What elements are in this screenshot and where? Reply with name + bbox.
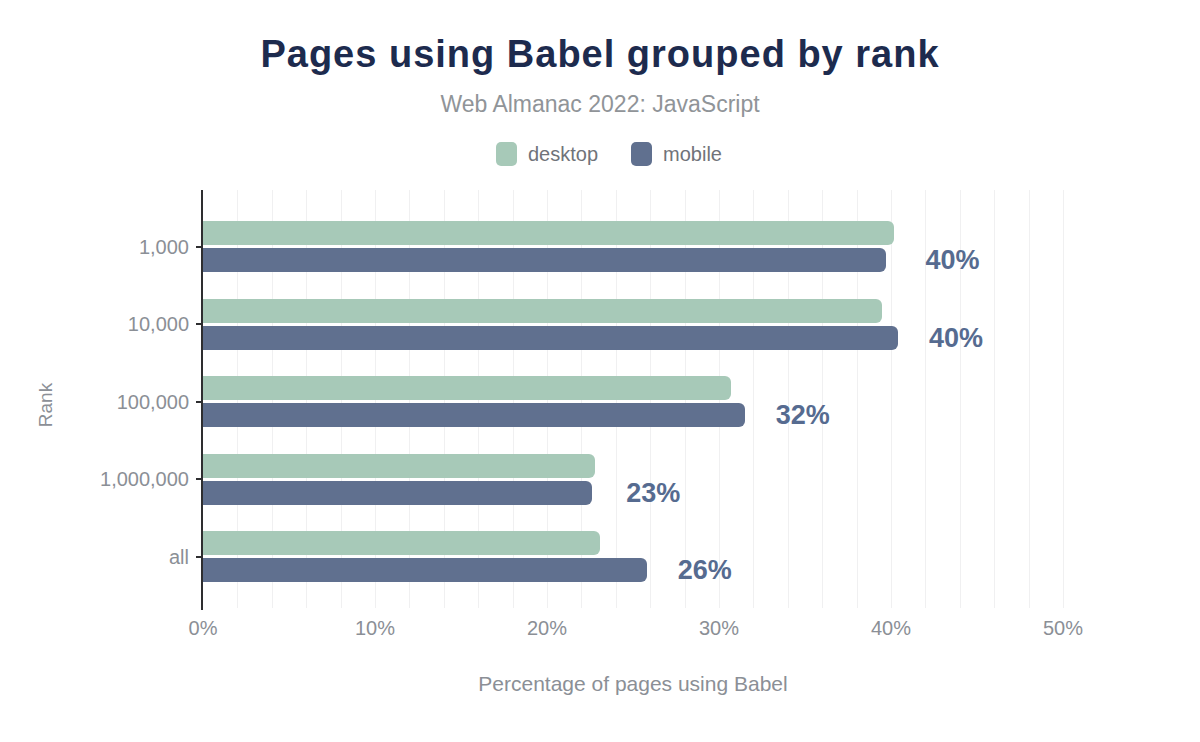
y-category-tick [196,556,202,558]
chart-subtitle: Web Almanac 2022: JavaScript [0,91,1200,118]
legend-item-desktop: desktop [496,142,598,166]
y-category-tick [196,246,202,248]
bar-mobile-3 [203,481,592,505]
bar-desktop-2 [203,376,731,400]
plot-area: 1,00040%10,00040%100,00032%1,000,00023%a… [203,190,1063,608]
bar-desktop-1 [203,299,882,323]
legend-swatch-mobile [631,142,652,166]
legend-label-desktop: desktop [528,143,598,166]
bar-desktop-0 [203,221,894,245]
x-tick-label: 40% [871,617,911,640]
x-axis-title: Percentage of pages using Babel [203,672,1063,696]
y-axis-title: Rank [35,383,57,427]
y-tick-label: 1,000,000 [100,468,189,491]
x-tick-label: 50% [1043,617,1083,640]
x-tick-label: 30% [699,617,739,640]
bar-desktop-4 [203,531,600,555]
bar-desktop-3 [203,454,595,478]
bar-mobile-4 [203,558,647,582]
y-tick-label: all [169,545,189,568]
x-tick-label: 10% [355,617,395,640]
bar-mobile-2 [203,403,745,427]
y-category-tick [196,323,202,325]
value-label: 40% [925,245,979,276]
value-label: 40% [929,322,983,353]
x-tick-label: 0% [189,617,218,640]
x-tick-label: 20% [527,617,567,640]
bar-mobile-0 [203,248,886,272]
y-tick-label: 10,000 [128,313,189,336]
y-tick-label: 100,000 [117,390,189,413]
legend-swatch-desktop [496,142,517,166]
y-tick-label: 1,000 [139,235,189,258]
y-category-tick [196,478,202,480]
legend: desktop mobile [0,142,1200,166]
value-label: 32% [776,400,830,431]
bar-mobile-1 [203,326,898,350]
gridline [891,190,892,608]
y-category-tick [196,401,202,403]
value-label: 26% [678,555,732,586]
gridline [1063,190,1064,608]
value-label: 23% [626,477,680,508]
gridline [1029,190,1030,608]
legend-label-mobile: mobile [663,143,722,166]
legend-item-mobile: mobile [631,142,722,166]
chart-canvas: Pages using Babel grouped by rank Web Al… [0,0,1200,742]
gridline [994,190,995,608]
chart-title: Pages using Babel grouped by rank [0,33,1200,76]
